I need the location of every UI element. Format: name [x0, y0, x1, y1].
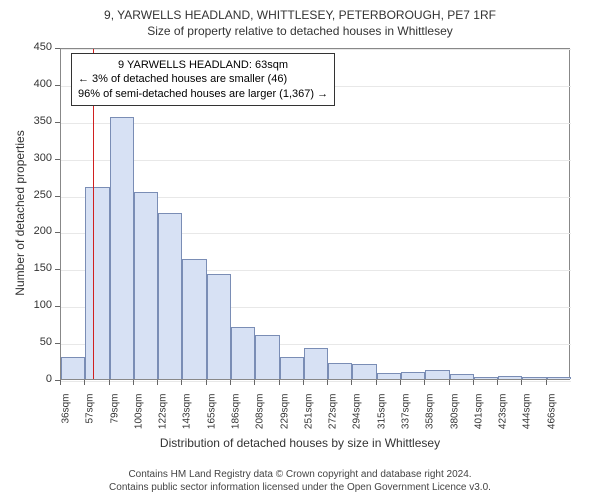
grid-line: [61, 381, 571, 382]
y-tick-label: 150: [0, 262, 52, 274]
x-tick-label: 380sqm: [449, 394, 460, 444]
x-tick: [449, 380, 450, 385]
footer-line-2: Contains public sector information licen…: [0, 481, 600, 494]
histogram-bar: [377, 373, 401, 379]
x-tick-label: 272sqm: [328, 394, 339, 444]
histogram-bar: [425, 370, 449, 379]
x-tick-label: 315sqm: [376, 394, 387, 444]
footer: Contains HM Land Registry data © Crown c…: [0, 468, 600, 494]
y-tick-label: 450: [0, 41, 52, 53]
histogram-bar: [61, 357, 85, 379]
x-tick-label: 122sqm: [158, 394, 169, 444]
y-axis-label: Number of detached properties: [13, 113, 27, 313]
x-tick-label: 337sqm: [401, 394, 412, 444]
x-tick-label: 251sqm: [303, 394, 314, 444]
grid-line: [61, 123, 571, 124]
y-tick: [55, 269, 60, 270]
y-tick-label: 100: [0, 299, 52, 311]
title-line-1: 9, YARWELLS HEADLAND, WHITTLESEY, PETERB…: [0, 0, 600, 22]
grid-line: [61, 160, 571, 161]
histogram-bar: [255, 335, 279, 379]
x-tick-label: 423sqm: [498, 394, 509, 444]
x-tick: [84, 380, 85, 385]
title-line-2: Size of property relative to detached ho…: [0, 22, 600, 38]
x-tick: [521, 380, 522, 385]
histogram-bar: [498, 376, 522, 379]
x-tick: [181, 380, 182, 385]
x-tick-label: 186sqm: [231, 394, 242, 444]
x-tick-label: 444sqm: [522, 394, 533, 444]
y-tick: [55, 48, 60, 49]
y-tick-label: 250: [0, 189, 52, 201]
x-tick: [400, 380, 401, 385]
x-tick-label: 358sqm: [425, 394, 436, 444]
annotation-box: 9 YARWELLS HEADLAND: 63sqm← 3% of detach…: [71, 53, 335, 106]
y-tick: [55, 122, 60, 123]
histogram-bar: [401, 372, 425, 379]
x-tick-label: 165sqm: [206, 394, 217, 444]
y-tick-label: 0: [0, 373, 52, 385]
x-tick: [279, 380, 280, 385]
x-tick-label: 294sqm: [352, 394, 363, 444]
histogram-bar: [474, 377, 498, 379]
x-tick: [109, 380, 110, 385]
y-tick-label: 350: [0, 115, 52, 127]
x-tick-label: 466sqm: [546, 394, 557, 444]
plot-area: 9 YARWELLS HEADLAND: 63sqm← 3% of detach…: [60, 48, 570, 380]
annotation-line: 96% of semi-detached houses are larger (…: [78, 87, 328, 101]
histogram-bar: [304, 348, 328, 379]
histogram-bar: [352, 364, 376, 379]
histogram-bar: [134, 192, 158, 379]
x-tick: [351, 380, 352, 385]
histogram-bar: [450, 374, 474, 379]
x-tick-label: 79sqm: [109, 394, 120, 444]
x-tick-label: 36sqm: [61, 394, 72, 444]
y-tick: [55, 306, 60, 307]
histogram-bar: [110, 117, 134, 379]
x-tick-label: 401sqm: [473, 394, 484, 444]
y-tick-label: 400: [0, 78, 52, 90]
histogram-bar: [182, 259, 206, 379]
x-tick-label: 208sqm: [255, 394, 266, 444]
grid-line: [61, 49, 571, 50]
y-tick: [55, 343, 60, 344]
histogram-bar: [328, 363, 352, 379]
x-tick-label: 143sqm: [182, 394, 193, 444]
histogram-bar: [231, 327, 255, 379]
y-tick-label: 300: [0, 152, 52, 164]
x-tick: [303, 380, 304, 385]
y-tick: [55, 196, 60, 197]
y-tick: [55, 232, 60, 233]
histogram-bar: [85, 187, 109, 379]
x-tick: [473, 380, 474, 385]
x-tick: [133, 380, 134, 385]
histogram-bar: [207, 274, 231, 380]
x-tick: [497, 380, 498, 385]
x-tick: [546, 380, 547, 385]
x-tick: [424, 380, 425, 385]
x-tick: [157, 380, 158, 385]
y-tick-label: 50: [0, 336, 52, 348]
histogram-bar: [547, 377, 571, 379]
x-tick: [206, 380, 207, 385]
x-tick: [327, 380, 328, 385]
histogram-bar: [522, 377, 546, 379]
y-tick-label: 200: [0, 225, 52, 237]
annotation-line: 9 YARWELLS HEADLAND: 63sqm: [78, 58, 328, 72]
chart-container: 9, YARWELLS HEADLAND, WHITTLESEY, PETERB…: [0, 0, 600, 500]
x-tick: [60, 380, 61, 385]
x-tick: [376, 380, 377, 385]
footer-line-1: Contains HM Land Registry data © Crown c…: [0, 468, 600, 481]
x-tick-label: 100sqm: [133, 394, 144, 444]
y-tick: [55, 85, 60, 86]
x-tick-label: 57sqm: [85, 394, 96, 444]
x-tick: [230, 380, 231, 385]
histogram-bar: [158, 213, 182, 379]
histogram-bar: [280, 357, 304, 379]
y-tick: [55, 159, 60, 160]
annotation-line: ← 3% of detached houses are smaller (46): [78, 72, 328, 86]
x-tick-label: 229sqm: [279, 394, 290, 444]
x-tick: [254, 380, 255, 385]
